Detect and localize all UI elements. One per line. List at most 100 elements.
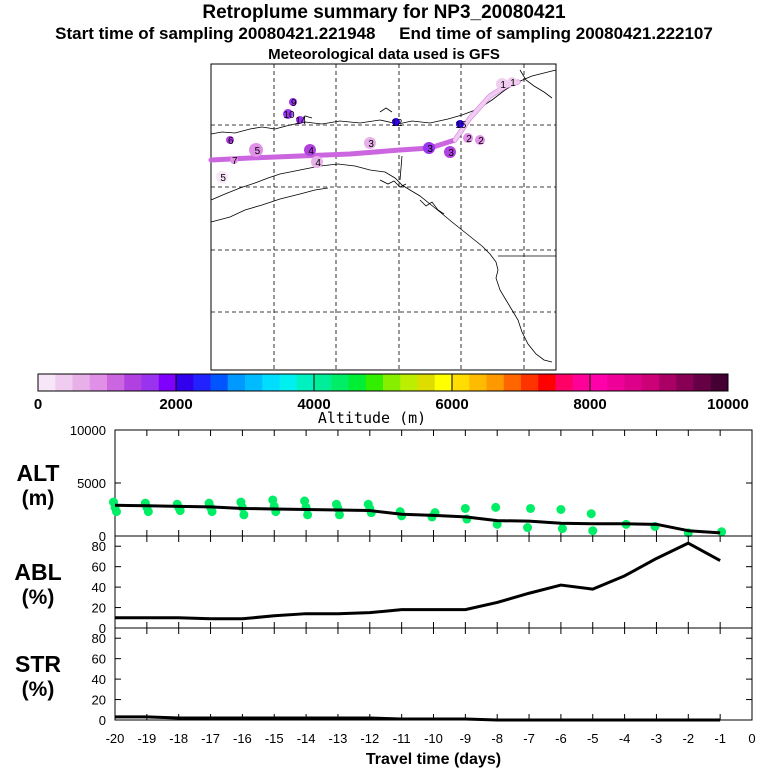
colorbar-swatch	[469, 374, 487, 391]
colorbar-tick-label: 4000	[297, 396, 330, 413]
start-time-label: Start time of sampling 20080421.221948	[55, 24, 376, 43]
plume-marker-label: 5	[220, 173, 226, 184]
x-tick-label: -5	[587, 731, 599, 746]
colorbar-swatch	[590, 374, 608, 391]
plume-marker-label: 15	[455, 120, 467, 131]
y-tick-label: 20	[92, 693, 106, 708]
colorbar-swatch	[486, 374, 505, 391]
plume-marker-label: 3	[427, 144, 433, 155]
colorbar-swatch	[141, 374, 160, 391]
plume-marker-label: 2	[466, 134, 472, 145]
panel-frame	[114, 535, 753, 629]
colorbar-swatch	[434, 374, 453, 391]
alt-particle-point	[207, 507, 217, 517]
x-tick-label: -1	[714, 731, 726, 746]
colorbar-swatch	[417, 374, 436, 391]
x-tick-label: -15	[265, 731, 284, 746]
plume-marker-label: 4	[315, 158, 321, 169]
alt-particle-point	[143, 507, 153, 517]
colorbar-swatch	[245, 374, 263, 391]
y-axis-label: ALT	[16, 460, 59, 486]
plume-marker-label: 7	[232, 156, 238, 167]
y-axis-unit: (%)	[22, 586, 55, 609]
y-axis-unit: (m)	[22, 487, 55, 510]
sampling-times: Start time of sampling 20080421.221948 E…	[0, 24, 768, 44]
x-tick-label: -19	[137, 731, 156, 746]
colorbar-swatch	[38, 374, 56, 391]
plume-marker-label: 6	[228, 136, 234, 147]
altitude-colorbar: 0 2000 4000 6000 8000 10000 Altitude (m)	[34, 373, 749, 427]
colorbar-swatch	[400, 374, 418, 391]
x-tick-label: -14	[297, 731, 316, 746]
str-median-line	[115, 715, 721, 722]
chart-title: Retroplume summary for NP3_20080421	[202, 2, 566, 23]
plume-marker-label: 12	[391, 118, 403, 129]
colorbar-swatch	[279, 374, 298, 391]
alt-particle-point	[491, 502, 501, 512]
x-tick-label: -3	[651, 731, 663, 746]
plume-marker-label: 14	[295, 116, 307, 127]
x-axis-label: Travel time (days)	[366, 751, 501, 768]
colorbar-tick-label: 6000	[435, 396, 468, 413]
panel-frame	[114, 627, 753, 721]
y-tick-label: 40	[92, 672, 106, 687]
colorbar-swatch	[314, 374, 332, 391]
panel-abl: 0 20 40 60 80 ABL(%)	[14, 535, 753, 636]
colorbar-swatch	[641, 374, 660, 391]
alt-particle-point	[526, 503, 536, 513]
y-axis-label: STR	[15, 651, 61, 677]
colorbar-swatch	[107, 374, 125, 391]
y-tick-label: 5000	[77, 476, 106, 491]
plume-marker	[496, 78, 508, 90]
plume-marker	[507, 77, 517, 87]
x-tick-label: -4	[619, 731, 631, 746]
plume-marker	[311, 156, 323, 168]
colorbar-swatch	[572, 374, 591, 391]
colorbar-swatch	[72, 374, 91, 391]
alt-median-line	[114, 503, 721, 535]
end-time-label: End time of sampling 20080421.222107	[399, 24, 713, 43]
colorbar-swatch	[624, 374, 643, 391]
colorbar-swatch	[89, 374, 108, 391]
plume-marker	[392, 118, 400, 126]
alt-particle-point	[175, 506, 185, 516]
plume-marker-label: 1	[500, 80, 506, 91]
colorbar-swatch	[365, 374, 384, 391]
colorbar-swatch	[55, 374, 73, 391]
plume-marker	[364, 137, 376, 149]
colorbar-swatch	[538, 374, 556, 391]
y-tick-label: 80	[92, 539, 106, 554]
colorbar-swatch	[331, 374, 349, 391]
alt-particle-point	[460, 503, 470, 513]
colorbar-swatch	[158, 374, 177, 391]
y-tick-label: 20	[92, 601, 106, 616]
y-axis-label: ABL	[14, 559, 61, 585]
colorbar-swatch	[383, 374, 401, 391]
alt-particle-point	[586, 509, 596, 519]
colorbar-swatches	[38, 374, 729, 391]
x-tick-label: -12	[360, 731, 379, 746]
colorbar-swatch	[503, 374, 522, 391]
plume-marker-label: 10	[283, 110, 295, 121]
plume-marker	[226, 136, 234, 144]
met-data-label: Meteorological data used is GFS	[268, 46, 500, 63]
plume-marker	[304, 144, 316, 156]
colorbar-tick-label: 2000	[159, 396, 192, 413]
y-tick-label: 0	[99, 529, 106, 544]
plume-marker	[216, 171, 228, 183]
plume-marker	[463, 133, 473, 143]
alt-particle-point	[556, 505, 566, 514]
plume-marker	[456, 120, 464, 128]
x-tick-label: -7	[523, 731, 535, 746]
plume-marker	[423, 142, 435, 154]
y-tick-label: 0	[99, 621, 106, 636]
x-tick-label: -2	[683, 731, 695, 746]
x-tick-label: -6	[555, 731, 567, 746]
colorbar-swatch	[693, 374, 712, 391]
colorbar-swatch	[193, 374, 211, 391]
colorbar-swatch	[124, 374, 142, 391]
plume-marker	[249, 143, 263, 157]
plume-marker-label: 5	[255, 146, 261, 157]
